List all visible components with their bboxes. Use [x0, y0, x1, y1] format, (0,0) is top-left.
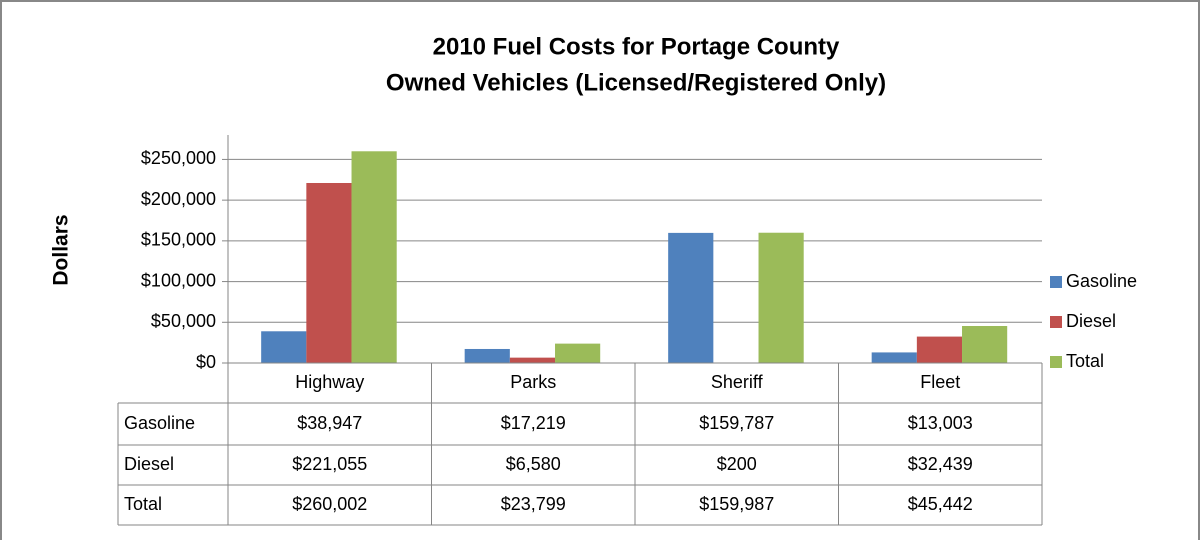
x-tick-label: Parks	[510, 372, 556, 392]
table-cell: $159,987	[699, 494, 774, 514]
y-tick-label: $50,000	[151, 311, 216, 331]
table-cell: $159,787	[699, 413, 774, 433]
table-cell: $13,003	[908, 413, 973, 433]
legend-swatch	[1050, 316, 1062, 328]
table-row-label: Gasoline	[124, 413, 195, 433]
table-row-label: Total	[124, 494, 162, 514]
x-tick-label: Fleet	[920, 372, 960, 392]
legend-swatch	[1050, 356, 1062, 368]
y-tick-label: $100,000	[141, 270, 216, 290]
bar	[871, 352, 917, 363]
chart-title: 2010 Fuel Costs for Portage County	[433, 33, 840, 60]
bar	[306, 182, 352, 363]
table-row-label: Diesel	[124, 454, 174, 474]
bar	[261, 331, 307, 363]
table-cell: $200	[717, 454, 757, 474]
x-tick-label: Sheriff	[711, 372, 764, 392]
bar	[758, 232, 804, 363]
table-cell: $6,580	[506, 454, 561, 474]
bar	[916, 336, 963, 363]
table-cell: $45,442	[908, 494, 973, 514]
x-tick-label: Highway	[295, 372, 364, 392]
bar	[962, 325, 1008, 363]
table-cell: $17,219	[501, 413, 566, 433]
y-axis-title: Dollars	[50, 214, 73, 285]
table-cell: $38,947	[297, 413, 362, 433]
y-tick-label: $250,000	[141, 148, 216, 168]
bar	[351, 151, 397, 363]
y-tick-label: $200,000	[141, 189, 216, 209]
bar	[509, 357, 556, 363]
bar	[555, 343, 601, 363]
bar	[464, 348, 510, 363]
table-cell: $23,799	[501, 494, 566, 514]
chart-subtitle: Owned Vehicles (Licensed/Registered Only…	[386, 69, 886, 96]
bar	[668, 232, 714, 363]
legend-label: Gasoline	[1066, 271, 1137, 291]
table-cell: $32,439	[908, 454, 973, 474]
table-cell: $260,002	[292, 494, 367, 514]
y-tick-label: $150,000	[141, 230, 216, 250]
legend-label: Diesel	[1066, 311, 1116, 331]
y-tick-label: $0	[196, 352, 216, 372]
table-cell: $221,055	[292, 454, 367, 474]
legend-label: Total	[1066, 351, 1104, 371]
legend-swatch	[1050, 276, 1062, 288]
